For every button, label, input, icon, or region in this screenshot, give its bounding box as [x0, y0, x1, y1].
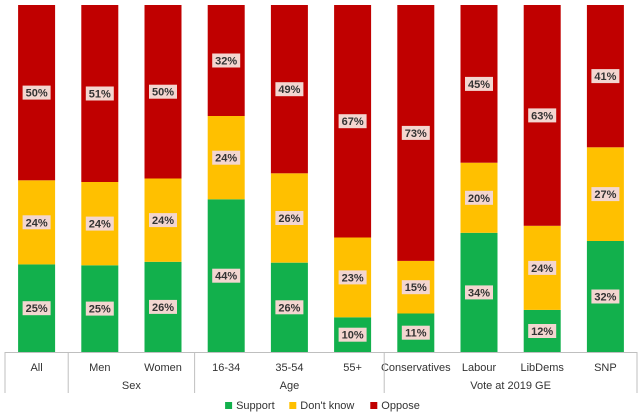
tick-label-all: All: [30, 362, 42, 374]
data-label-bg: [275, 82, 304, 97]
data-label-support-all: 25%: [26, 303, 48, 315]
data-label-don-t-know-conservatives: 15%: [405, 282, 427, 294]
data-label-oppose-55: 67%: [342, 116, 364, 128]
data-label-support-55: 10%: [342, 330, 364, 342]
data-label-bg: [85, 301, 114, 316]
data-label-don-t-know-libdems: 24%: [531, 263, 553, 275]
data-label-bg: [591, 289, 620, 304]
data-label-oppose-snp: 41%: [594, 71, 616, 83]
group-label-age: Age: [280, 380, 300, 392]
bars-layer: [18, 5, 624, 353]
data-label-bg: [465, 76, 493, 91]
data-label-bg: [465, 285, 493, 300]
data-label-oppose-16-34: 32%: [215, 56, 237, 68]
data-label-bg: [85, 216, 114, 231]
data-label-support-snp: 32%: [594, 292, 616, 304]
legend-label-support: Support: [236, 400, 275, 412]
data-label-don-t-know-all: 24%: [26, 217, 48, 229]
data-label-oppose-conservatives: 73%: [405, 128, 427, 140]
tick-label-women: Women: [144, 362, 182, 374]
data-label-support-women: 26%: [152, 302, 174, 314]
legend-swatch-support: [225, 402, 233, 409]
data-label-bg: [338, 327, 367, 342]
data-label-don-t-know-women: 24%: [152, 215, 174, 227]
category-axis: All Men Women 16-34 35-54 55+ Conservatives Lab…: [4, 352, 638, 393]
group-label-sex: Sex: [122, 380, 141, 392]
legend-swatch-oppose: [370, 402, 378, 409]
data-label-bg: [22, 215, 51, 230]
data-label-support-35-54: 26%: [278, 302, 300, 314]
data-label-oppose-35-54: 49%: [278, 84, 300, 96]
data-label-bg: [275, 211, 304, 225]
data-label-bg: [401, 325, 430, 340]
tick-label-snp: SNP: [594, 362, 617, 374]
tick-label-libdems: LibDems: [520, 362, 564, 374]
data-label-bg: [528, 260, 557, 275]
data-label-don-t-know-55: 23%: [342, 272, 364, 284]
data-label-bg: [401, 280, 430, 295]
data-label-oppose-all: 50%: [26, 88, 48, 100]
data-label-don-t-know-16-34: 24%: [215, 153, 237, 165]
data-label-bg: [212, 268, 241, 283]
data-label-support-16-34: 44%: [215, 271, 237, 283]
data-label-bg: [85, 86, 114, 101]
tick-label-35-54: 35-54: [275, 362, 303, 374]
data-label-bg: [22, 85, 51, 100]
data-label-support-men: 25%: [89, 304, 111, 316]
tick-label-conservatives: Conservatives: [381, 362, 451, 374]
data-label-don-t-know-labour: 20%: [468, 193, 490, 205]
tick-label-men: Men: [89, 362, 110, 374]
data-label-oppose-libdems: 63%: [531, 110, 553, 122]
data-label-bg: [401, 125, 430, 140]
data-label-bg: [591, 69, 620, 84]
group-label-vote-at-2019-ge: Vote at 2019 GE: [470, 380, 551, 392]
data-label-don-t-know-men: 24%: [89, 219, 111, 231]
data-label-don-t-know-snp: 27%: [594, 189, 616, 201]
data-label-support-labour: 34%: [468, 287, 490, 299]
data-label-bg: [22, 301, 51, 316]
tick-label-55: 55+: [343, 362, 362, 374]
data-label-oppose-men: 51%: [89, 89, 111, 101]
data-label-bg: [149, 84, 177, 99]
legend-label-oppose: Oppose: [381, 400, 420, 412]
data-label-oppose-women: 50%: [152, 87, 174, 99]
data-label-bg: [591, 187, 620, 202]
data-label-bg: [149, 213, 177, 228]
data-label-support-libdems: 12%: [531, 326, 553, 338]
data-label-oppose-labour: 45%: [468, 79, 490, 91]
data-label-support-conservatives: 11%: [405, 328, 427, 340]
tick-label-16-34: 16-34: [212, 362, 240, 374]
data-label-bg: [338, 270, 367, 285]
data-label-bg: [465, 190, 493, 205]
data-labels-layer: 25% 24% 50% 25% 24% 51% 26% 24% 50% 44% 24% 32% 26% 2…: [22, 53, 620, 342]
data-label-bg: [212, 53, 241, 68]
data-label-bg: [528, 324, 557, 338]
data-label-bg: [149, 299, 177, 314]
data-label-bg: [212, 150, 241, 165]
data-label-bg: [275, 300, 304, 315]
data-label-bg: [528, 108, 557, 123]
legend-label-don-t-know: Don't know: [300, 400, 354, 412]
tick-label-labour: Labour: [462, 362, 497, 374]
data-label-bg: [338, 114, 367, 129]
data-label-don-t-know-35-54: 26%: [278, 213, 300, 225]
legend-swatch-don-t-know: [289, 402, 297, 409]
legend: Support Don't know Oppose: [225, 400, 420, 412]
